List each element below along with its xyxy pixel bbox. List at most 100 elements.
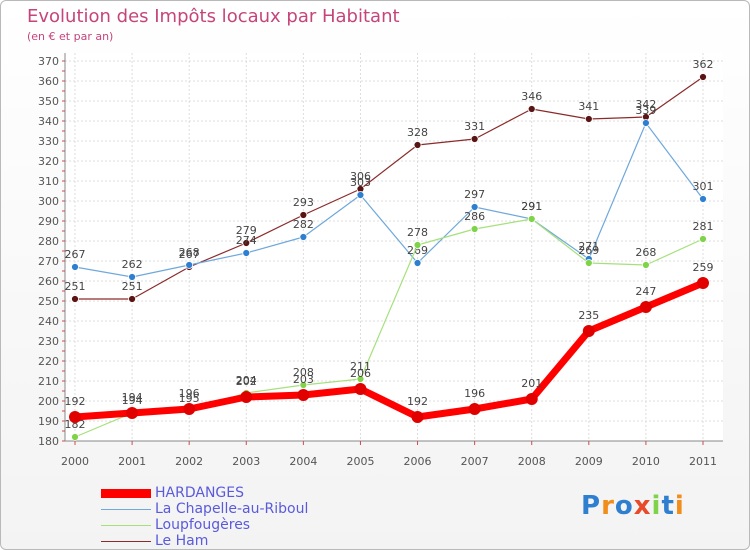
data-label-la-chapelle-au-riboul: 274 bbox=[236, 234, 257, 247]
data-point-le-ham bbox=[242, 239, 251, 247]
data-point-loupfougeres bbox=[527, 215, 536, 223]
data-label-le-ham: 279 bbox=[236, 224, 257, 237]
y-tick-label: 210 bbox=[38, 375, 59, 388]
data-label-loupfougeres: 204 bbox=[236, 374, 257, 387]
series-line-le-ham bbox=[74, 76, 704, 300]
data-label-loupfougeres: 208 bbox=[293, 366, 314, 379]
y-tick-label: 330 bbox=[38, 135, 59, 148]
data-point-le-ham bbox=[299, 211, 308, 219]
data-label-le-ham: 331 bbox=[464, 120, 485, 133]
y-tick-label: 250 bbox=[38, 295, 59, 308]
data-label-loupfougeres: 269 bbox=[578, 244, 599, 257]
logo-letter: x bbox=[633, 491, 652, 521]
x-tick-label: 2000 bbox=[61, 455, 89, 468]
data-label-loupfougeres: 286 bbox=[464, 210, 485, 223]
y-tick-label: 370 bbox=[38, 55, 59, 68]
data-label-hardanges: 203 bbox=[293, 373, 314, 386]
x-tick-label: 2001 bbox=[118, 455, 146, 468]
legend-label-hardanges: HARDANGES bbox=[155, 485, 244, 501]
data-label-la-chapelle-au-riboul: 267 bbox=[65, 248, 86, 261]
y-tick-label: 320 bbox=[38, 155, 59, 168]
data-point-la-chapelle-au-riboul bbox=[71, 263, 79, 271]
y-tick-label: 200 bbox=[38, 395, 59, 408]
y-tick-label: 290 bbox=[38, 215, 59, 228]
x-tick-label: 2007 bbox=[461, 455, 489, 468]
data-label-la-chapelle-au-riboul: 291 bbox=[521, 200, 542, 213]
legend-label-le-ham: Le Ham bbox=[155, 533, 209, 549]
data-label-hardanges: 259 bbox=[693, 261, 714, 274]
data-label-la-chapelle-au-riboul: 282 bbox=[293, 218, 314, 231]
data-label-le-ham: 346 bbox=[521, 90, 542, 103]
data-label-loupfougeres: 194 bbox=[122, 394, 143, 407]
data-point-hardanges bbox=[297, 389, 310, 401]
data-label-la-chapelle-au-riboul: 297 bbox=[464, 188, 485, 201]
data-label-la-chapelle-au-riboul: 271 bbox=[578, 240, 599, 253]
data-label-loupfougeres: 278 bbox=[407, 226, 428, 239]
data-label-le-ham: 306 bbox=[350, 170, 371, 183]
logo-letter: i bbox=[651, 491, 662, 521]
y-tick-label: 340 bbox=[38, 115, 59, 128]
data-point-la-chapelle-au-riboul bbox=[185, 261, 194, 269]
proxiti-logo: Proxiti bbox=[581, 491, 685, 521]
x-tick-label: 2008 bbox=[518, 455, 546, 468]
data-point-le-ham bbox=[413, 141, 422, 149]
series-line-hardanges bbox=[71, 279, 707, 421]
legend-swatch-la-chapelle bbox=[101, 509, 151, 510]
chart-title: Evolution des Impôts locaux par Habitant bbox=[27, 6, 400, 27]
data-point-loupfougeres bbox=[413, 241, 422, 249]
data-point-la-chapelle-au-riboul bbox=[413, 259, 422, 267]
data-point-la-chapelle-au-riboul bbox=[242, 249, 251, 257]
data-point-hardanges bbox=[354, 383, 367, 395]
data-point-loupfougeres bbox=[642, 261, 650, 269]
data-label-hardanges: 192 bbox=[65, 395, 86, 408]
data-label-hardanges: 201 bbox=[521, 377, 542, 390]
data-point-hardanges bbox=[468, 403, 481, 415]
data-point-hardanges bbox=[582, 325, 595, 337]
data-point-la-chapelle-au-riboul bbox=[299, 233, 308, 241]
data-point-hardanges bbox=[639, 301, 652, 313]
data-point-loupfougeres bbox=[299, 381, 308, 389]
data-point-le-ham bbox=[470, 135, 479, 143]
data-label-le-ham: 267 bbox=[179, 248, 200, 261]
data-point-loupfougeres bbox=[470, 225, 479, 233]
data-label-loupfougeres: 211 bbox=[350, 360, 371, 373]
y-tick-label: 180 bbox=[38, 435, 59, 448]
data-label-le-ham: 328 bbox=[407, 126, 428, 139]
data-label-hardanges: 247 bbox=[635, 285, 656, 298]
y-tick-label: 230 bbox=[38, 335, 59, 348]
legend-swatch-loupfougeres bbox=[101, 525, 151, 526]
data-point-le-ham bbox=[699, 73, 707, 81]
data-label-la-chapelle-au-riboul: 303 bbox=[350, 176, 371, 189]
data-point-le-ham bbox=[527, 105, 536, 113]
logo-letter: o bbox=[614, 491, 634, 521]
data-point-loupfougeres bbox=[699, 235, 707, 243]
x-tick-label: 2009 bbox=[575, 455, 603, 468]
data-point-hardanges bbox=[525, 393, 538, 405]
data-point-loupfougeres bbox=[71, 433, 79, 441]
data-point-la-chapelle-au-riboul bbox=[642, 119, 650, 127]
data-label-loupfougeres: 195 bbox=[179, 392, 200, 405]
data-point-hardanges bbox=[126, 407, 139, 419]
y-tick-label: 300 bbox=[38, 195, 59, 208]
data-point-la-chapelle-au-riboul bbox=[356, 191, 365, 199]
data-point-hardanges bbox=[697, 277, 709, 289]
data-label-hardanges: 235 bbox=[578, 309, 599, 322]
x-tick-label: 2003 bbox=[232, 455, 260, 468]
data-point-le-ham bbox=[584, 115, 593, 123]
data-point-hardanges bbox=[411, 411, 424, 423]
legend-swatch-hardanges bbox=[101, 489, 151, 498]
data-label-le-ham: 342 bbox=[635, 98, 656, 111]
x-tick-label: 2011 bbox=[689, 455, 717, 468]
data-point-la-chapelle-au-riboul bbox=[470, 203, 479, 211]
data-point-la-chapelle-au-riboul bbox=[128, 273, 136, 281]
data-label-hardanges: 206 bbox=[350, 367, 371, 380]
data-label-le-ham: 251 bbox=[122, 280, 143, 293]
logo-letter: i bbox=[674, 491, 685, 521]
x-tick-label: 2010 bbox=[632, 455, 660, 468]
data-label-loupfougeres: 268 bbox=[635, 246, 656, 259]
x-tick-label: 2004 bbox=[289, 455, 317, 468]
data-point-le-ham bbox=[128, 295, 136, 303]
data-label-la-chapelle-au-riboul: 269 bbox=[407, 244, 428, 257]
